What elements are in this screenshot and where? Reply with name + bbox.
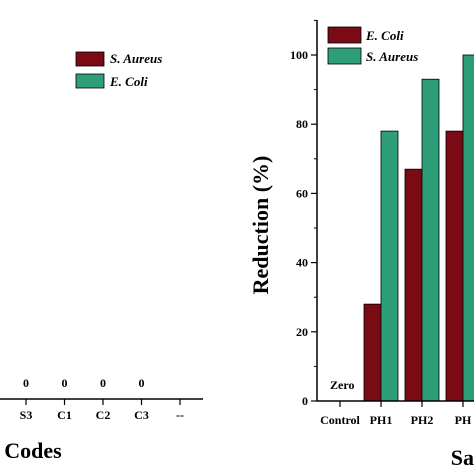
left-x-tick-label: C2	[96, 408, 111, 422]
left-chart: S3 C1 C2 C3 -- 0 0 0 0 Codes S. Aureus E. Coli	[0, 51, 203, 463]
legend-swatch-s-aureus	[75, 51, 105, 67]
left-x-tick-label: C1	[57, 408, 72, 422]
right-y-axis-title: Reduction (%)	[248, 156, 273, 295]
left-data-label: 0	[100, 376, 106, 390]
bar-s-aureus	[380, 130, 399, 402]
left-x-axis-title: Codes	[4, 438, 62, 463]
right-y-tick-label: 80	[296, 117, 308, 131]
right-legend: E. Coli S. Aureus	[327, 26, 418, 65]
legend-label-e-coli: E. Coli	[109, 74, 148, 89]
left-data-label: 0	[62, 376, 68, 390]
left-x-tick-label: --	[176, 408, 184, 422]
right-x-tick-label: PH	[455, 413, 472, 427]
left-data-label: 0	[23, 376, 29, 390]
legend-label-s-aureus: S. Aureus	[110, 51, 162, 66]
legend-label-e-coli-right: E. Coli	[365, 28, 404, 43]
right-y-tick-label: 0	[302, 394, 308, 408]
left-x-tick-label: S3	[20, 408, 33, 422]
right-chart: 0 20 40 60 80 100 Control PH1 PH2 PH Zero Reduct…	[248, 19, 474, 470]
right-x-tick-label: PH1	[370, 413, 393, 427]
legend-swatch-e-coli-right	[327, 26, 362, 44]
right-x-tick-label: Control	[320, 413, 360, 427]
bar-e-coli	[445, 130, 464, 402]
right-y-tick-label: 60	[296, 186, 308, 200]
right-y-tick-label: 40	[296, 256, 308, 270]
bar-e-coli	[404, 168, 423, 402]
left-data-label: 0	[139, 376, 145, 390]
legend-swatch-e-coli	[75, 73, 105, 89]
right-x-tick-label: PH2	[411, 413, 434, 427]
bar-e-coli	[363, 303, 382, 402]
left-x-tick-label: C3	[134, 408, 149, 422]
zero-annotation: Zero	[330, 378, 354, 392]
left-legend: S. Aureus E. Coli	[75, 51, 162, 89]
bar-s-aureus	[421, 78, 440, 402]
legend-label-s-aureus-right: S. Aureus	[366, 49, 418, 64]
legend-swatch-s-aureus-right	[327, 47, 362, 65]
bar-s-aureus	[462, 54, 474, 402]
right-y-tick-label: 20	[296, 325, 308, 339]
right-x-axis-title: Sa	[451, 445, 474, 470]
right-y-tick-label: 100	[290, 48, 308, 62]
